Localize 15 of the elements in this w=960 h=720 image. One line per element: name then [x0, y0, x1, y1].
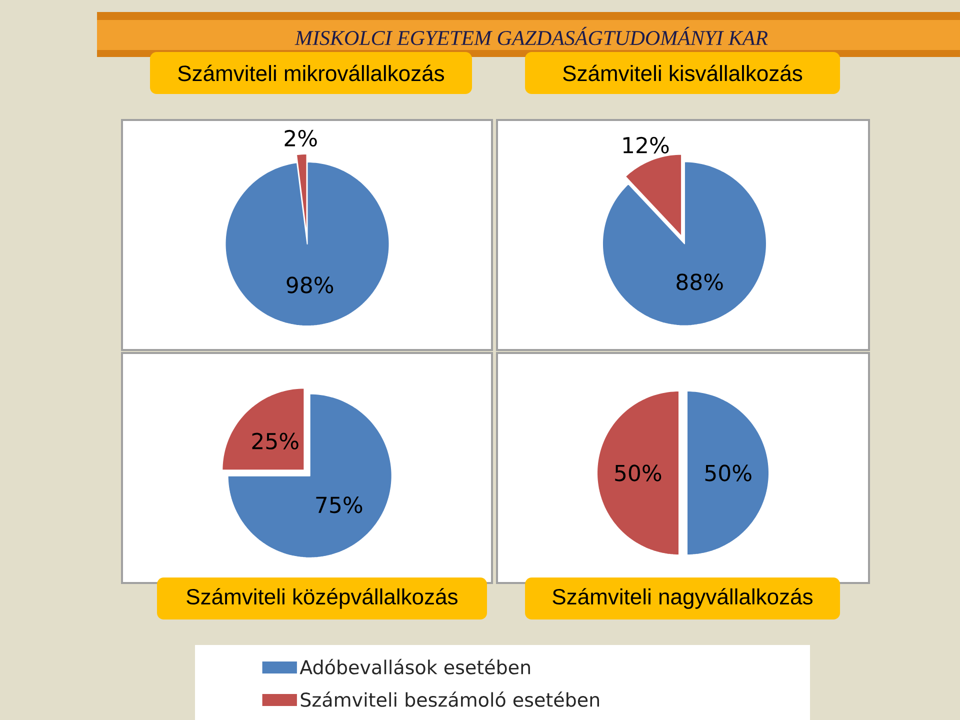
legend-label: Számviteli beszámoló esetében: [300, 691, 599, 707]
text: Számviteli középvállalkozás: [186, 588, 458, 609]
data-label: 25%: [252, 432, 298, 450]
data-label: 75%: [316, 496, 362, 514]
data-label: 2%: [284, 130, 317, 147]
text: Számviteli nagyvállalkozás: [552, 588, 812, 609]
chart-title: Számviteli kisvállalkozás: [563, 64, 802, 82]
chart-title: Számviteli mikrovállalkozás: [178, 64, 444, 82]
data-label: 50%: [705, 464, 752, 482]
data-label: 12%: [623, 136, 669, 154]
text: MISKOLCI EGYETEM GAZDASÁGTUDOMÁNYI KAR: [294, 26, 768, 46]
data-label: 98%: [286, 276, 334, 294]
legend-label: Adóbevallások esetében: [300, 658, 530, 674]
data-label: 88%: [676, 274, 723, 290]
data-label: 50%: [615, 464, 662, 482]
